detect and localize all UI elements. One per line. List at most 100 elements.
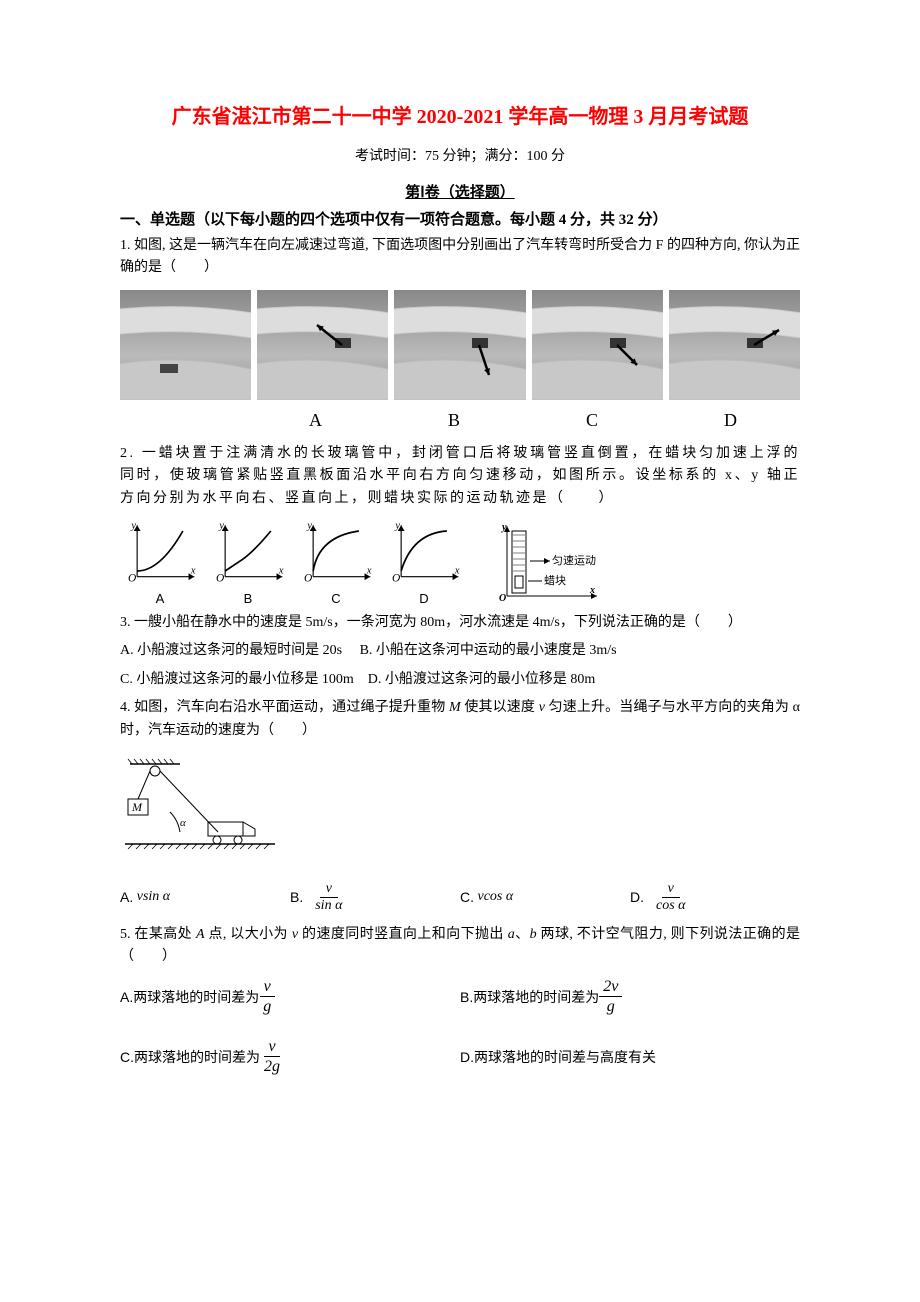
q4-M: M	[449, 700, 461, 715]
q4b-num: v	[320, 881, 338, 898]
q4-t1: 4. 如图，汽车向右沿水平面运动，通过绳子提升重物	[120, 700, 449, 715]
q1-panel-b	[394, 290, 525, 400]
q2-graph-b: O y x B	[208, 516, 288, 606]
q4-figure: M α	[120, 754, 280, 864]
q5a-prefix: A.	[120, 989, 133, 1005]
q1-label-a: A	[309, 410, 322, 431]
q5-opt-d: D. 两球落地的时间差与高度有关	[460, 1035, 800, 1079]
svg-text:x: x	[589, 585, 595, 596]
q4d-prefix: D.	[630, 889, 644, 905]
q4c-prefix: C.	[460, 889, 474, 905]
q4c-trig: cos α	[484, 889, 514, 905]
q2-graph-a: O y x A	[120, 516, 200, 606]
section-desc: 一、单选题（以下每小题的四个选项中仅有一项符合题意。每小题 4 分，共 32 分…	[120, 208, 800, 229]
q4b-den: sin α	[309, 898, 348, 914]
page-title: 广东省湛江市第二十一中学 2020-2021 学年高一物理 3 月月考试题	[120, 100, 800, 129]
q3-opt-a: A. 小船渡过这条河的最短时间是 20s	[120, 643, 342, 658]
q5-t1: 5. 在某高处	[120, 927, 196, 942]
q4-opt-b: B. vsin α	[290, 881, 460, 914]
q5c-num: v	[264, 1037, 279, 1057]
q4-opt-d: D. vcos α	[630, 881, 800, 914]
q3-opt-b: B. 小船在这条河中运动的最小速度是 3m/s	[360, 643, 617, 658]
q1-label-b: B	[448, 410, 460, 431]
svg-text:M: M	[131, 800, 143, 814]
q3-opt-d: D. 小船渡过这条河的最小位移是 80m	[368, 672, 596, 687]
q4b-prefix: B.	[290, 889, 303, 905]
svg-text:x: x	[366, 565, 372, 576]
q2-label-c: C	[296, 591, 376, 606]
q5-opt-c: C. 两球落地的时间差为 v2g	[120, 1035, 460, 1079]
q5-opt-b: B. 两球落地的时间差为 2vg	[460, 975, 800, 1019]
svg-text:x: x	[454, 565, 460, 576]
section-header: 第Ⅰ卷（选择题）	[120, 181, 800, 202]
q5-A: A	[196, 927, 205, 942]
q5b-num: 2v	[599, 977, 622, 997]
svg-text:α: α	[180, 817, 186, 829]
q1-label-c: C	[586, 410, 598, 431]
q5-options: A. 两球落地的时间差为 vg B. 两球落地的时间差为 2vg C. 两球落地…	[120, 975, 800, 1095]
q2-label-d: D	[384, 591, 464, 606]
q4-t2: 使其以速度	[461, 700, 539, 715]
q5b-den: g	[603, 997, 619, 1016]
q4d-num: v	[662, 881, 680, 898]
q5-t3: 的速度同时竖直向上和向下抛出	[298, 927, 508, 942]
q5-opt-a: A. 两球落地的时间差为 vg	[120, 975, 460, 1019]
q5d-prefix: D.	[460, 1049, 474, 1065]
q5c-den: 2g	[260, 1057, 284, 1076]
q2-graph-d: O y x D	[384, 516, 464, 606]
svg-text:O: O	[128, 572, 136, 584]
q4-opt-a: A. vsin α	[120, 881, 290, 914]
q5a-text: 两球落地的时间差为	[133, 987, 259, 1007]
q4d-den: cos α	[650, 898, 692, 914]
q2-label-b: B	[208, 591, 288, 606]
q4-options: A. vsin α B. vsin α C. vcos α D. vcos α	[120, 881, 800, 914]
svg-text:O: O	[392, 572, 400, 584]
q5a-den: g	[259, 997, 275, 1016]
svg-text:y: y	[306, 521, 312, 532]
q1-panel-ref	[120, 290, 251, 400]
q5b-prefix: B.	[460, 989, 473, 1005]
svg-text:y: y	[501, 522, 507, 533]
q5a-num: v	[260, 977, 275, 997]
svg-text:x: x	[278, 565, 284, 576]
q1-option-labels: A B C D	[120, 410, 800, 431]
svg-text:y: y	[130, 521, 136, 532]
q5-text: 5. 在某高处 A 点, 以大小为 v 的速度同时竖直向上和向下抛出 a、b 两…	[120, 924, 800, 969]
q3-options-row1: A. 小船渡过这条河的最短时间是 20s B. 小船在这条河中运动的最小速度是 …	[120, 640, 800, 662]
q5d-text: 两球落地的时间差与高度有关	[474, 1047, 656, 1067]
q5-t2: 点, 以大小为	[205, 927, 292, 942]
q2-diagrams: O y x A O y x B O y x C	[120, 516, 800, 606]
q3-text: 3. 一艘小船在静水中的速度是 5m/s，一条河宽为 80m，河水流速是 4m/…	[120, 612, 800, 634]
q1-panel-a	[257, 290, 388, 400]
svg-text:y: y	[394, 521, 400, 532]
exam-info: 考试时间：75 分钟；满分：100 分	[120, 145, 800, 165]
svg-text:O: O	[304, 572, 312, 584]
q1-panel-d	[669, 290, 800, 400]
svg-text:O: O	[216, 572, 224, 584]
q2-label-top: 匀速运动	[552, 554, 596, 567]
q1-label-d: D	[724, 410, 737, 431]
q5-t4: 、	[515, 927, 530, 942]
q5b-text: 两球落地的时间差为	[473, 987, 599, 1007]
q5c-text: 两球落地的时间差为	[134, 1047, 260, 1067]
q2-label-bottom: 蜡块	[544, 574, 566, 587]
q1-panel-c	[532, 290, 663, 400]
q4a-prefix: A.	[120, 889, 133, 905]
q2-graph-c: O y x C	[296, 516, 376, 606]
q4a-trig: sin α	[143, 889, 170, 905]
q2-apparatus: O y x 匀速运动 蜡块	[492, 521, 602, 606]
q2-text: 2. 一蜡块置于注满清水的长玻璃管中，封闭管口后将玻璃管竖直倒置，在蜡块匀加速上…	[120, 443, 800, 510]
q2-label-a: A	[120, 591, 200, 606]
q3-opt-c: C. 小船渡过这条河的最小位移是 100m	[120, 672, 354, 687]
q1-text: 1. 如图, 这是一辆汽车在向左减速过弯道, 下面选项图中分别画出了汽车转弯时所…	[120, 235, 800, 280]
svg-text:x: x	[190, 565, 196, 576]
q4-text: 4. 如图，汽车向右沿水平面运动，通过绳子提升重物 M 使其以速度 v 匀速上升…	[120, 697, 800, 742]
q5-b: b	[530, 927, 537, 942]
q1-figure-row	[120, 290, 800, 400]
q5-a: a	[508, 927, 515, 942]
q3-options-row2: C. 小船渡过这条河的最小位移是 100m D. 小船渡过这条河的最小位移是 8…	[120, 669, 800, 691]
q4-opt-c: C. vcos α	[460, 881, 630, 914]
svg-text:y: y	[218, 521, 224, 532]
q5c-prefix: C.	[120, 1049, 134, 1065]
svg-text:O: O	[499, 593, 506, 604]
